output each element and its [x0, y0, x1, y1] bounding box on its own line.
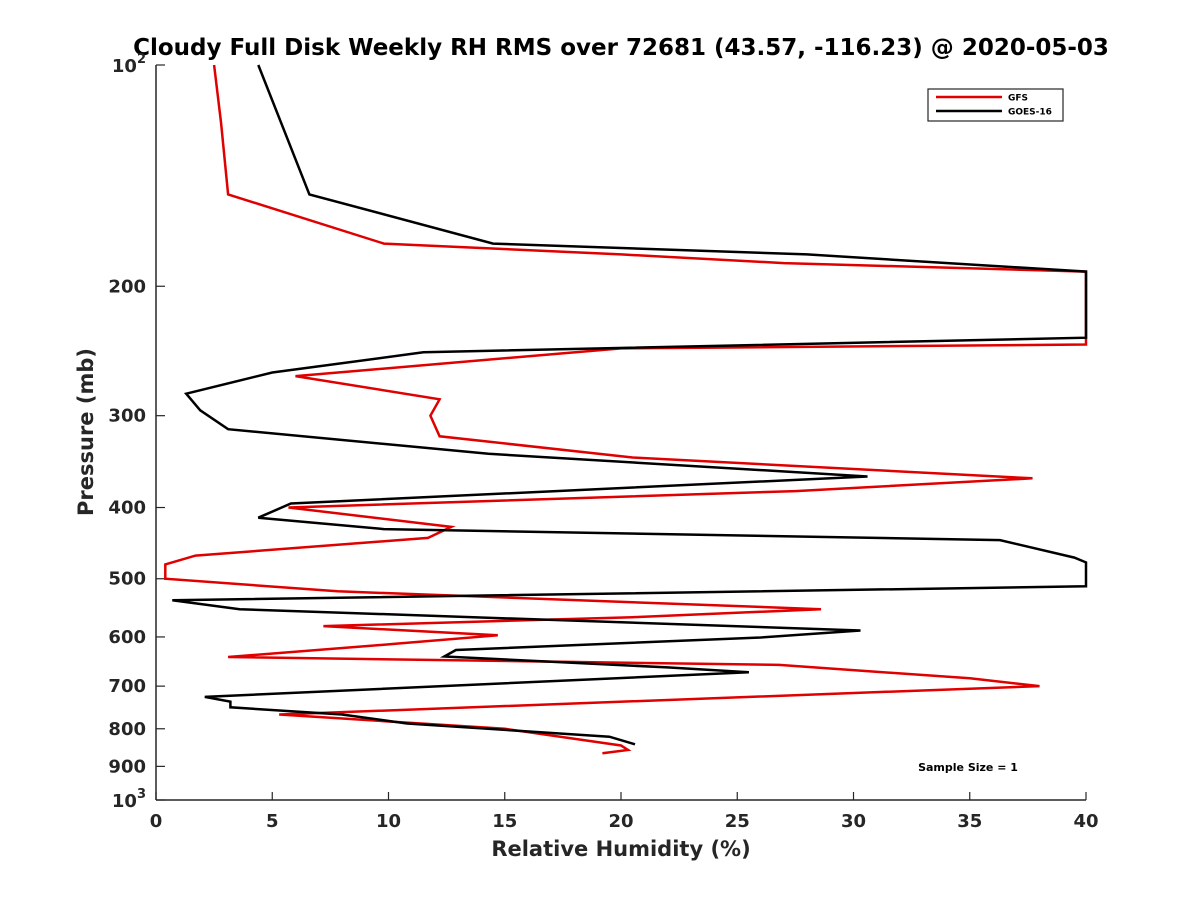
x-tick-label: 20 — [608, 811, 633, 832]
legend-label: GOES-16 — [1008, 108, 1052, 118]
legend: GFS GOES-16 — [927, 88, 1064, 122]
x-tick-label: 0 — [150, 811, 163, 832]
x-tick-label: 5 — [266, 811, 279, 832]
y-tick-label: 900 — [108, 756, 146, 777]
y-tick-exponent: 2 — [137, 52, 146, 67]
y-tick-label: 600 — [108, 627, 146, 648]
y-tick-base: 10 — [112, 56, 137, 77]
chart-title: Cloudy Full Disk Weekly RH RMS over 7268… — [133, 35, 1109, 61]
y-tick-label: 500 — [108, 569, 146, 590]
y-tick-label: 200 — [108, 276, 146, 297]
x-tick-label: 25 — [725, 811, 750, 832]
x-tick-label: 10 — [376, 811, 401, 832]
x-tick-label: 35 — [957, 811, 982, 832]
x-tick-label: 15 — [492, 811, 517, 832]
legend-box — [927, 88, 1064, 122]
y-tick-label: 800 — [108, 719, 146, 740]
legend-label: GFS — [1008, 94, 1028, 104]
y-tick-exponent: 3 — [137, 787, 146, 802]
x-tick-label: 30 — [841, 811, 866, 832]
x-tick-label: 40 — [1073, 811, 1098, 832]
x-axis-label: Relative Humidity (%) — [491, 837, 750, 861]
series-line-goes-16 — [172, 64, 1088, 746]
y-tick-label-power: 103 — [112, 787, 146, 812]
x-axis-ticks: 0 5 10 15 20 25 30 35 40 — [150, 792, 1099, 832]
y-tick-label: 300 — [108, 406, 146, 427]
sample-size-annotation: Sample Size = 1 — [918, 761, 1018, 774]
y-tick-label-power: 102 — [112, 52, 146, 77]
y-axis-label: Pressure (mb) — [74, 348, 98, 516]
y-tick-base: 10 — [112, 791, 137, 812]
series-lines — [164, 64, 1088, 755]
y-tick-label: 700 — [108, 676, 146, 697]
y-tick-label: 400 — [108, 498, 146, 519]
